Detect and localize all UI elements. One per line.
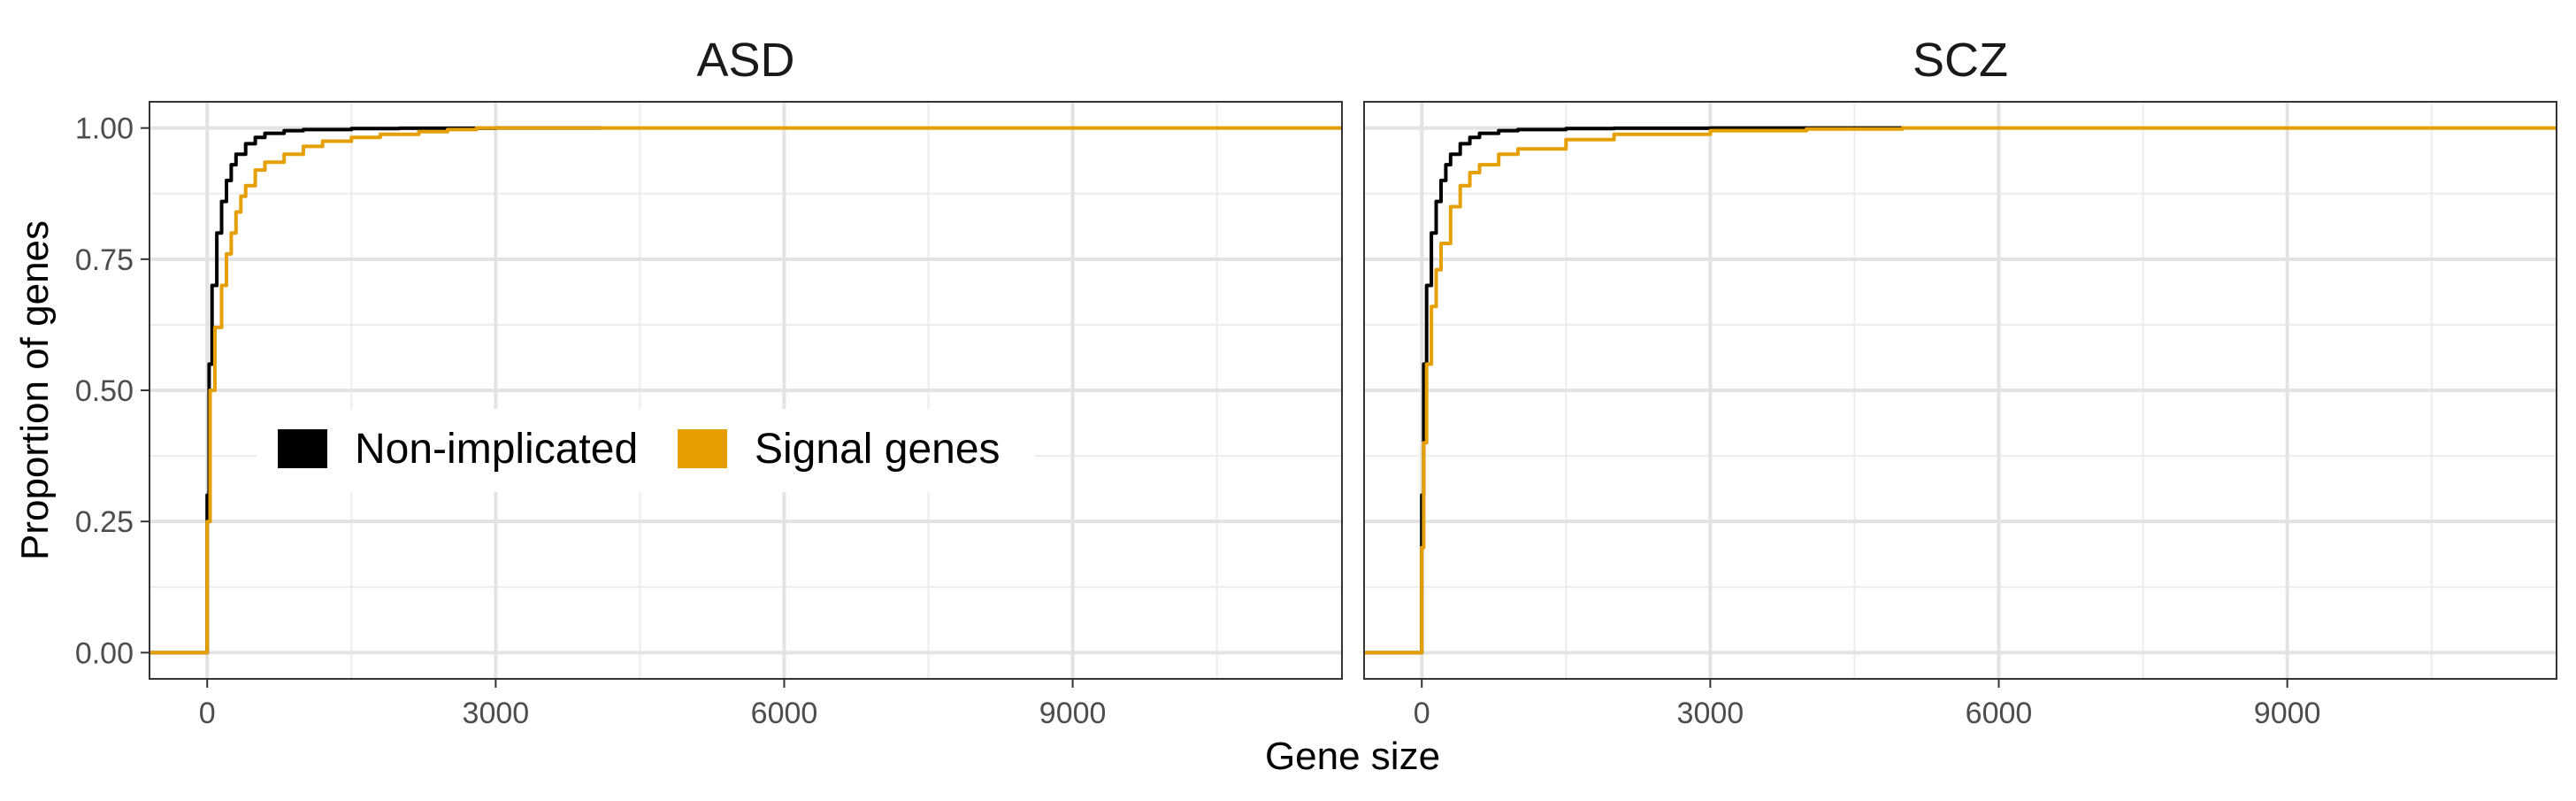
- x-tick-label: 6000: [1966, 697, 2033, 730]
- x-axis-asd: 0 3000 6000 9000: [199, 679, 1107, 730]
- series-line-non-implicated: [1364, 126, 1903, 655]
- y-tick-label: 0.75: [75, 243, 134, 277]
- series-group-scz: [1364, 126, 2557, 655]
- legend-swatch-signal-genes: [678, 429, 727, 468]
- y-tick-label: 0.50: [75, 374, 134, 408]
- y-axis: 0.00 0.25 0.50 0.75 1.00: [75, 112, 150, 670]
- panel-title-scz: SCZ: [1913, 34, 2008, 87]
- y-tick-label: 0.25: [75, 505, 134, 539]
- series-line-non-implicated: [150, 126, 602, 655]
- x-tick-label: 3000: [1677, 697, 1744, 730]
- panel-scz: SCZ 0 3000 6000 9000: [1363, 34, 2557, 730]
- legend-label-non-implicated: Non-implicated: [355, 426, 638, 473]
- series-line-signal-genes: [150, 126, 1342, 655]
- x-tick-label: 9000: [2254, 697, 2321, 730]
- panel-asd: ASD 0.00 0.25 0.50 0.75 1.00 0 3000 6000 9000: [75, 34, 1343, 730]
- y-tick-label: 1.00: [75, 112, 134, 146]
- x-tick-label: 0: [1414, 697, 1430, 730]
- y-tick-label: 0.00: [75, 636, 134, 670]
- legend: Non-implicated Signal genes: [257, 409, 1035, 492]
- y-axis-label: Proportion of genes: [13, 220, 57, 560]
- series-group-asd: [150, 126, 1342, 655]
- legend-swatch-non-implicated: [278, 429, 327, 468]
- panel-title-asd: ASD: [696, 34, 794, 87]
- x-tick-label: 3000: [463, 697, 530, 730]
- x-tick-label: 9000: [1039, 697, 1107, 730]
- x-axis-scz: 0 3000 6000 9000: [1414, 679, 2321, 730]
- series-line-signal-genes: [1364, 126, 2557, 655]
- x-tick-label: 6000: [751, 697, 818, 730]
- x-tick-label: 0: [199, 697, 216, 730]
- panel-grid-asd: [150, 102, 1342, 679]
- legend-background: [257, 409, 1035, 492]
- legend-label-signal-genes: Signal genes: [755, 426, 1000, 473]
- x-axis-label: Gene size: [1265, 735, 1440, 778]
- panel-border-scz: [1363, 101, 2557, 680]
